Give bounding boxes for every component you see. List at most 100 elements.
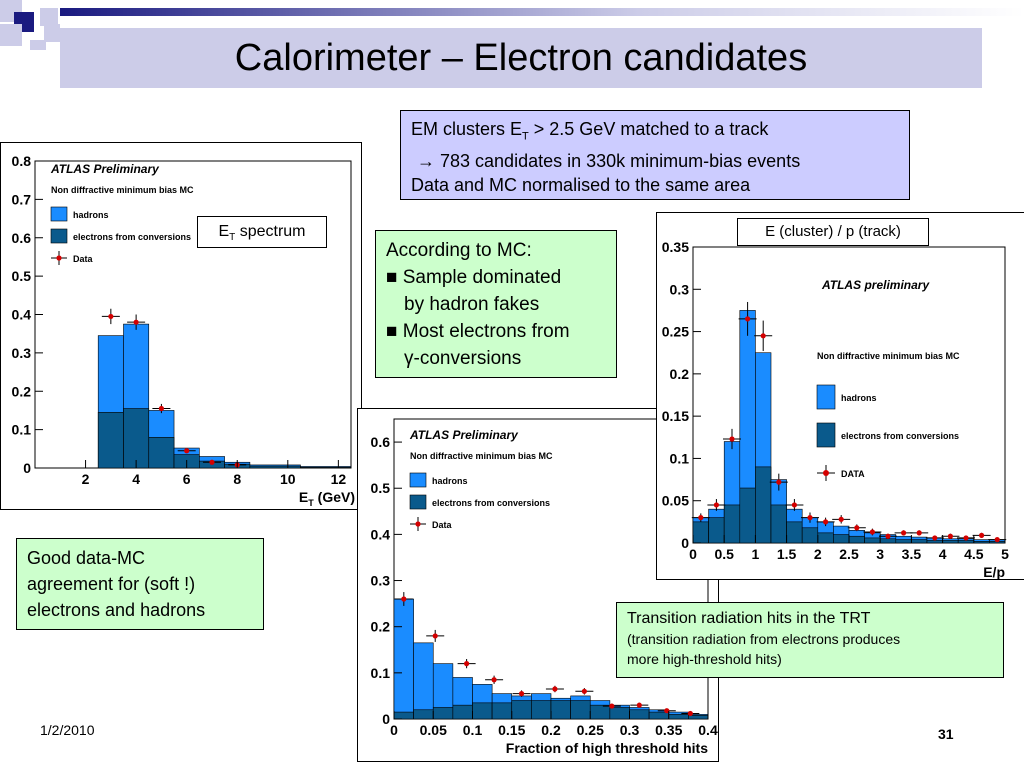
trt-line3: more high-threshold hits) [627, 651, 782, 667]
x-tick-label: 4 [132, 471, 140, 487]
data-point [108, 313, 114, 320]
slide-date: 1/2/2010 [40, 722, 95, 738]
electron-bar [609, 707, 630, 720]
legend-label: electrons from conversions [841, 431, 959, 441]
electron-bar [770, 504, 787, 544]
data-point [698, 515, 704, 521]
data-point [133, 319, 139, 325]
legend-label: hadrons [841, 393, 877, 403]
et-chart-svg: 2 4 6 8 10 12 0 0.1 0.2 0.3 0.4 0.5 0.6 0.7 0.8 ET (GeV… [12, 153, 355, 508]
electron-bar [801, 527, 819, 544]
data-point [791, 502, 797, 508]
electron-bar [511, 700, 532, 720]
good-data-box: Good data-MC agreement for (soft !) elec… [16, 538, 264, 630]
electron-bar [692, 521, 709, 544]
x-tick-label: 4 [939, 546, 947, 562]
data-point [713, 502, 719, 508]
y-tick-label: 0.25 [662, 324, 689, 340]
y-tick-label: 0.3 [12, 345, 32, 361]
electron-bar [452, 704, 473, 720]
y-tick-label: 0.2 [371, 619, 391, 635]
et-chart: 2 4 6 8 10 12 0 0.1 0.2 0.3 0.4 0.5 0.6 0.7 0.8 ET (GeV… [0, 142, 362, 510]
electron-bar [531, 700, 552, 720]
data-point [838, 516, 844, 522]
data-point [916, 530, 922, 536]
electron-bar [833, 534, 850, 544]
electron-bar [755, 466, 772, 544]
electron-bar [668, 714, 689, 720]
electron-bar [300, 466, 352, 469]
electron-bar [472, 702, 493, 720]
electron-bar [895, 539, 912, 544]
ep-chart-svg: 0 0.5 1 1.5 2 2.5 3 3.5 4 4.5 5 0 0.05 0.1 0.15 0.2 0.25… [662, 239, 1009, 579]
according-line5: γ-conversions [404, 348, 522, 369]
et-spectrum-label: ET spectrum [197, 216, 327, 248]
x-tick-label: 0.3 [620, 722, 640, 738]
em-clusters-line2: → 783 candidates in 330k minimum-bias ev… [417, 150, 801, 171]
electron-bar [123, 408, 150, 469]
chart-title: ATLAS Preliminary [50, 162, 160, 176]
x-tick-label: 0.5 [714, 546, 734, 562]
x-tick-label: 4.5 [964, 546, 984, 562]
electron-bar [942, 540, 959, 544]
data-point [432, 633, 438, 639]
trt-line2: (transition radiation from electrons pro… [627, 631, 901, 647]
data-point [209, 459, 215, 465]
data-point [401, 596, 407, 602]
chart-subtitle: Non diffractive minimum bias MC [51, 185, 194, 195]
x-tick-label: 6 [183, 471, 191, 487]
page-number: 31 [938, 726, 954, 742]
electron-bar [97, 412, 124, 469]
y-tick-label: 0.5 [12, 268, 32, 284]
y-tick-label: 0.4 [371, 526, 391, 542]
y-tick-label: 0.1 [371, 665, 391, 681]
x-tick-label: 0 [689, 546, 697, 562]
y-tick-label: 0.6 [12, 230, 32, 246]
electron-bar [413, 709, 434, 720]
according-line4: ■ Most electrons from [386, 321, 570, 342]
x-tick-label: 3 [876, 546, 884, 562]
x-tick-label: 3.5 [902, 546, 922, 562]
according-box: According to MC: ■ Sample dominated by h… [375, 230, 617, 378]
data-point [464, 661, 470, 667]
data-point [947, 533, 953, 539]
legend-swatch [816, 384, 836, 410]
data-point [776, 479, 782, 485]
legend-swatch [409, 494, 427, 510]
y-tick-label: 0 [382, 711, 390, 727]
x-tick-label: 2.5 [839, 546, 859, 562]
electron-bar [848, 535, 865, 544]
legend-label: hadrons [73, 210, 109, 220]
legend-swatch [50, 206, 68, 222]
y-tick-label: 0.7 [12, 191, 32, 207]
data-point [745, 316, 751, 322]
x-tick-label: 12 [331, 471, 347, 487]
hadron-bar [413, 642, 434, 720]
electron-bar [973, 541, 990, 544]
x-tick-label: 2 [82, 471, 90, 487]
data-point [823, 519, 829, 525]
electron-bar [911, 539, 928, 544]
plot-frame [34, 160, 352, 469]
trt-chart: 0 0.05 0.1 0.15 0.2 0.25 0.3 0.35 0.4 0 0.1 0.2 0.3 0… [357, 408, 719, 762]
data-point [636, 702, 642, 708]
electron-bar [550, 700, 571, 720]
x-axis-label: E/p [983, 564, 1005, 579]
data-point [518, 691, 525, 697]
legend-label: hadrons [432, 476, 468, 486]
data-point [552, 686, 558, 692]
good-data-line3: electrons and hadrons [27, 600, 206, 620]
trt-chart-svg: 0 0.05 0.1 0.15 0.2 0.25 0.3 0.35 0.4 0 0.1 0.2 0.3 0… [371, 418, 718, 756]
data-point [854, 525, 860, 531]
x-tick-label: 2 [814, 546, 822, 562]
y-tick-label: 0.3 [670, 281, 690, 297]
x-tick-label: 1 [752, 546, 760, 562]
chart-subtitle: Non diffractive minimum bias MC [410, 451, 553, 461]
electron-bar [589, 704, 611, 720]
legend-swatch [409, 472, 427, 488]
y-tick-label: 0.1 [670, 450, 690, 466]
y-tick-label: 0.1 [12, 422, 32, 438]
electron-bar [629, 709, 650, 720]
electron-bar [432, 707, 454, 720]
according-line1: According to MC: [386, 240, 532, 261]
